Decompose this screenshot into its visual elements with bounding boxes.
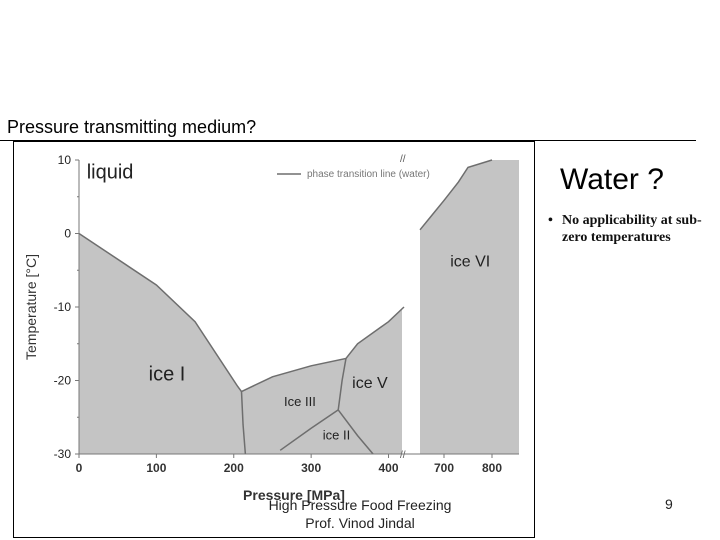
x-axis-label: Pressure [MPa] [243,487,345,503]
axis-break-gap [402,156,420,458]
x-tick-label: 700 [434,461,454,475]
y-tick-label: 10 [58,153,72,167]
region-label-ice-vi: ice VI [450,254,490,271]
slide-heading: Pressure transmitting medium? [7,117,257,137]
liquid-region-left [79,160,420,392]
axis-break-mark-top: // [400,154,406,165]
region-label-ice-i: ice I [149,364,186,386]
x-tick-label: 400 [379,461,399,475]
y-axis-label: Temperature [°C] [23,254,39,360]
axis-break-mark-bottom: // [400,450,406,461]
footer-author: Prof. Vinod Jindal [305,515,415,531]
region-label-ice-iii: Ice III [284,394,316,409]
bullet-item: No applicability at sub-zero temperature… [548,212,708,246]
phase-line-4 [279,409,339,451]
liquid-region-right [420,160,492,230]
y-tick-label: -10 [54,300,72,314]
phase-diagram-frame: ////10 0 -10 -20 -30 0 100 200 300 400 700 800 Press… [13,141,535,538]
region-label-ice-ii: ice II [323,427,350,442]
phase-line-5 [337,409,374,455]
phase-line-1 [419,159,493,231]
x-tick-label: 0 [76,461,83,475]
x-tick-label: 100 [146,461,166,475]
region-label-ice-v: ice V [352,375,388,392]
page-number: 9 [665,496,673,512]
x-tick-label: 200 [224,461,244,475]
phase-diagram-chart: ////100-10-20-300 100 200 300 400 700 800Press… [23,153,519,503]
side-title: Water ? [560,163,664,196]
x-tick-label: 300 [301,461,321,475]
y-tick-label: -30 [54,447,72,461]
bullet-list: No applicability at sub-zero temperature… [548,212,708,246]
y-tick-label: 0 [64,227,71,241]
phase-line-2 [240,391,247,455]
y-tick-label: -20 [54,374,72,388]
phase-line-3 [337,358,347,410]
heading-divider [0,140,696,141]
footer-title: High Pressure Food Freezing [268,497,452,513]
x-tick-label: 800 [482,461,502,475]
region-label-liquid: liquid [87,161,134,183]
legend-label: phase transition line (water) [307,169,430,180]
phase-line-0 [78,232,405,393]
